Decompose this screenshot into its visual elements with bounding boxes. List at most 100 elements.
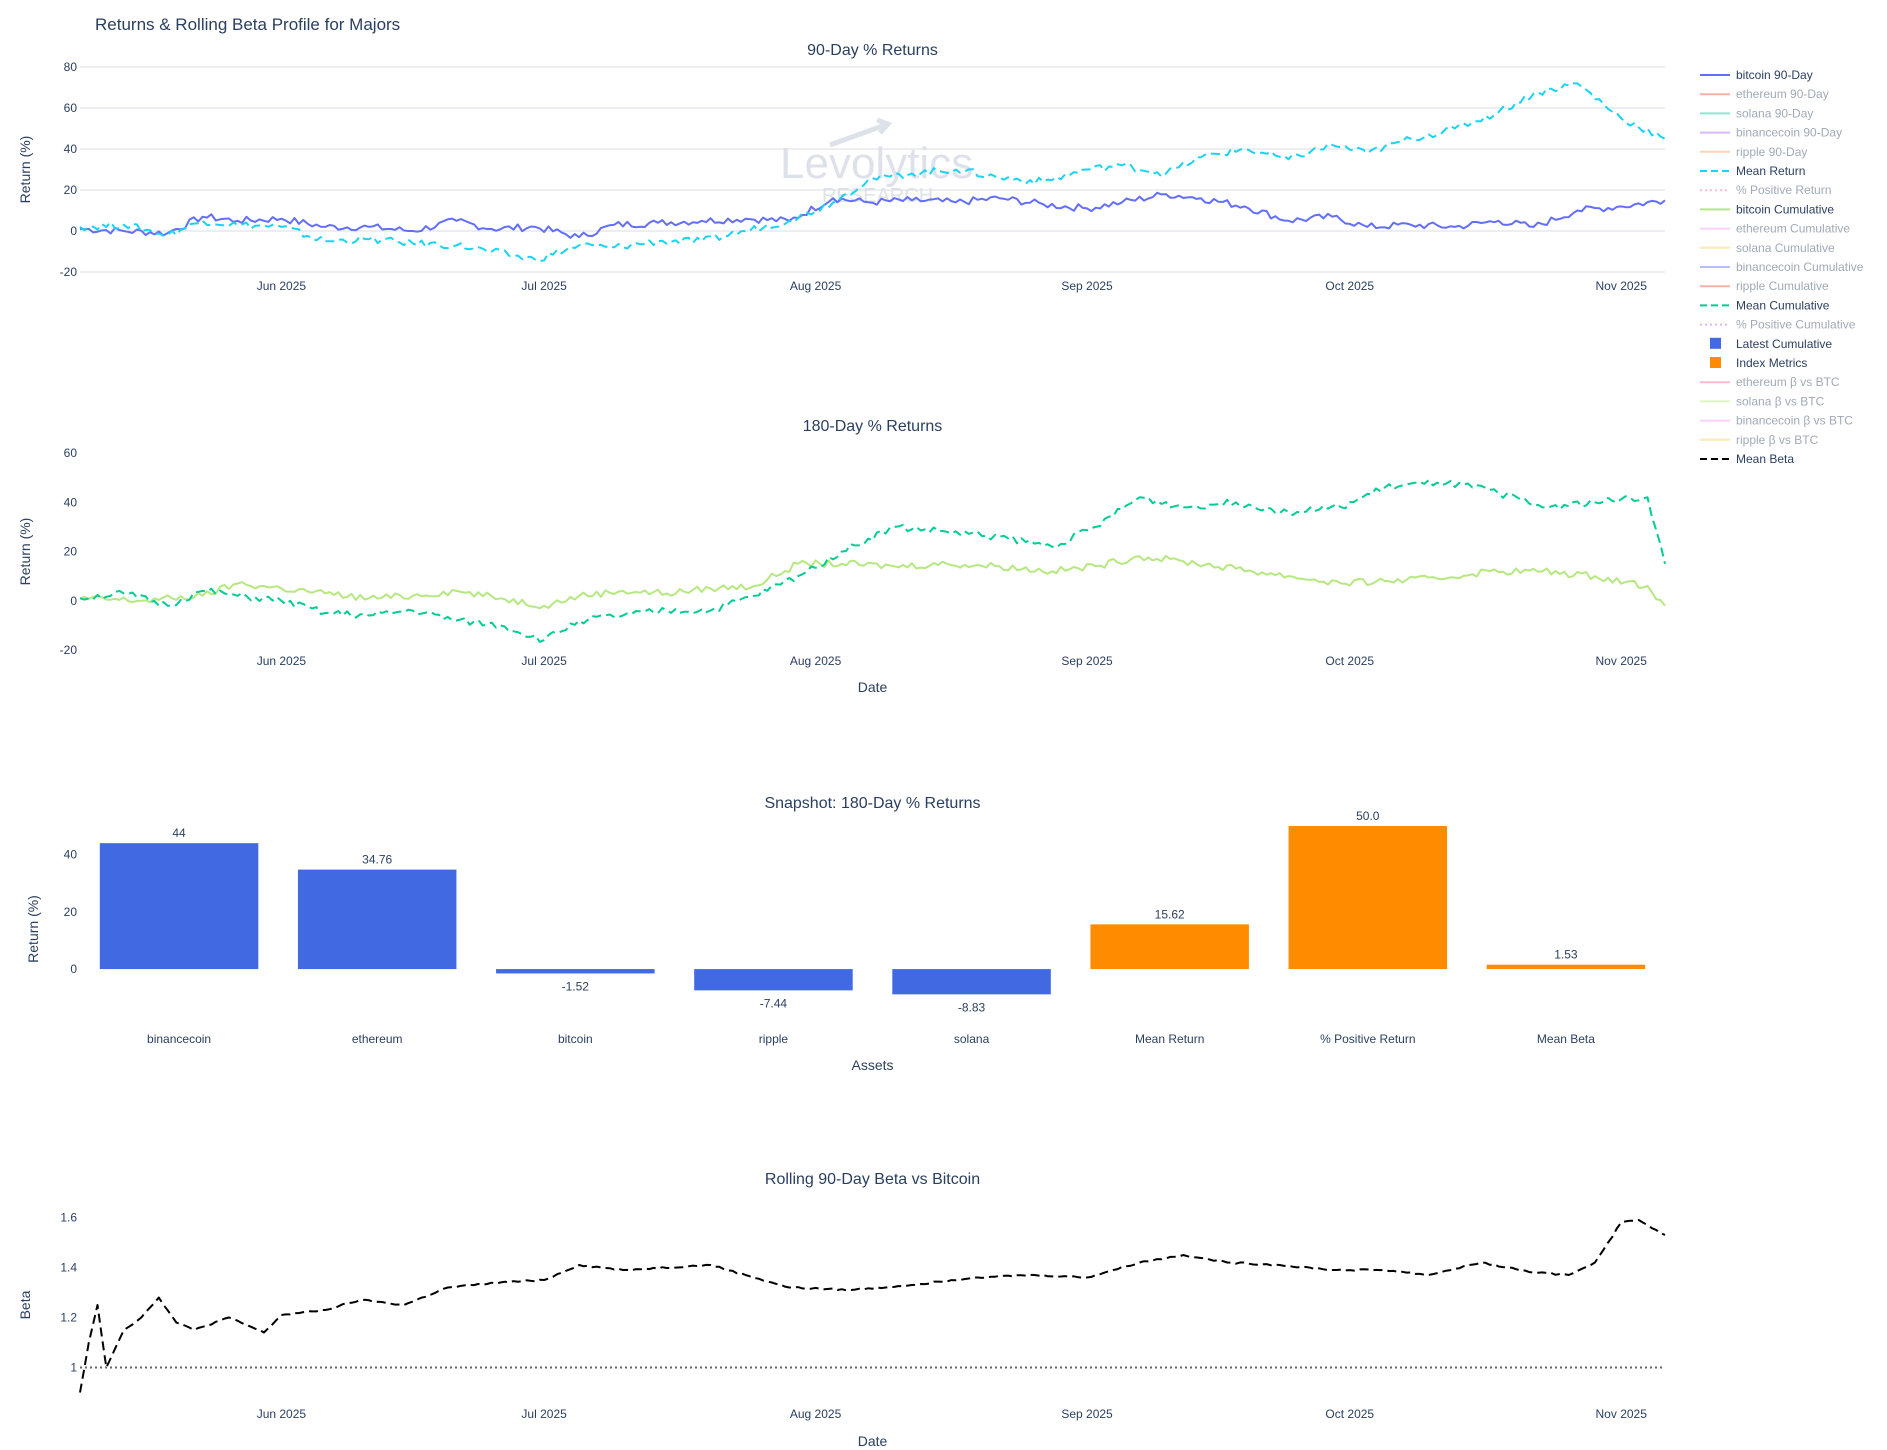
chart-title: Snapshot: 180-Day % Returns (764, 795, 980, 812)
legend[interactable]: bitcoin 90-Day ethereum 90-Day solana 90-D… (1700, 68, 1864, 466)
y-tick-label: 20 (64, 183, 78, 197)
chart-title: 180-Day % Returns (803, 418, 943, 435)
x-tick-label: Jun 2025 (257, 654, 307, 668)
y-tick-label: 60 (64, 101, 78, 115)
legend-label: binancecoin Cumulative (1736, 260, 1864, 274)
legend-label: solana 90-Day (1736, 106, 1813, 120)
legend-item[interactable]: ethereum Cumulative (1700, 222, 1850, 236)
legend-swatch (1710, 357, 1721, 368)
y-tick-label: 20 (64, 905, 78, 919)
chart-snapshot-bars: Snapshot: 180-Day % Returns 0 20 40 Return (… (25, 795, 1646, 1073)
y-tick-label: 20 (64, 545, 78, 559)
legend-item[interactable]: solana β vs BTC (1700, 394, 1825, 408)
legend-swatch (1710, 337, 1721, 349)
bar-value-label: 1.53 (1554, 948, 1578, 962)
legend-label: ethereum Cumulative (1736, 222, 1850, 236)
legend-item[interactable]: % Positive Cumulative (1700, 318, 1856, 332)
x-tick-label: Sep 2025 (1061, 279, 1113, 293)
legend-item[interactable]: ripple 90-Day (1700, 145, 1807, 159)
legend-item[interactable]: % Positive Return (1700, 183, 1831, 197)
y-axis-label: Return (%) (17, 518, 33, 586)
x-tick-label: solana (954, 1032, 990, 1046)
bar-value-label: 44 (172, 826, 186, 840)
legend-label: ethereum 90-Day (1736, 87, 1829, 101)
legend-item[interactable]: Mean Beta (1700, 452, 1794, 466)
x-tick-label: binancecoin (147, 1032, 211, 1046)
y-tick-label: 0 (70, 962, 77, 976)
x-tick-label: bitcoin (558, 1032, 593, 1046)
legend-item[interactable]: binancecoin β vs BTC (1700, 414, 1853, 428)
x-tick-label: Sep 2025 (1061, 1407, 1113, 1421)
x-tick-label: Aug 2025 (790, 654, 842, 668)
y-tick-label: 60 (64, 446, 78, 460)
bar-value-label: -8.83 (958, 1000, 986, 1014)
legend-label: bitcoin 90-Day (1736, 68, 1813, 82)
x-tick-label: ethereum (352, 1032, 403, 1046)
legend-item[interactable]: Mean Cumulative (1700, 298, 1830, 312)
y-axis-label: Return (%) (17, 136, 33, 204)
chart-180day-returns: 180-Day % Returns -20 0 20 40 60 Jun 2025 Jul 2… (17, 418, 1666, 695)
legend-label: Mean Return (1736, 164, 1805, 178)
y-tick-label: 80 (64, 60, 78, 74)
legend-item[interactable]: Index Metrics (1710, 356, 1807, 370)
x-tick-label: Nov 2025 (1596, 654, 1648, 668)
legend-label: bitcoin Cumulative (1736, 202, 1834, 216)
legend-item[interactable]: bitcoin 90-Day (1700, 68, 1813, 82)
series-line-bitcoin-cumulative (79, 554, 1666, 610)
bar-ripple (694, 969, 853, 991)
legend-label: Latest Cumulative (1736, 337, 1832, 351)
legend-label: ethereum β vs BTC (1736, 375, 1840, 389)
legend-label: binancecoin 90-Day (1736, 126, 1842, 140)
bar-value-label: -7.44 (760, 996, 788, 1010)
legend-label: solana β vs BTC (1736, 394, 1825, 408)
x-tick-label: Aug 2025 (790, 279, 842, 293)
bar-value-label: 15.62 (1155, 907, 1185, 921)
x-tick-label: Oct 2025 (1325, 279, 1374, 293)
x-axis-label: Assets (851, 1057, 893, 1073)
y-tick-label: 40 (64, 848, 78, 862)
legend-label: % Positive Cumulative (1736, 318, 1856, 332)
x-tick-label: Sep 2025 (1061, 654, 1113, 668)
y-tick-label: 40 (64, 495, 78, 509)
legend-label: ripple β vs BTC (1736, 433, 1819, 447)
x-tick-label: Jun 2025 (257, 1407, 307, 1421)
y-tick-label: 1 (70, 1361, 77, 1375)
x-axis-label: Date (858, 1433, 888, 1449)
y-tick-label: 1.2 (60, 1311, 77, 1325)
legend-item[interactable]: ripple β vs BTC (1700, 433, 1819, 447)
legend-item[interactable]: ethereum β vs BTC (1700, 375, 1840, 389)
series-line-mean-return (79, 82, 1666, 262)
x-tick-label: Nov 2025 (1596, 279, 1648, 293)
y-tick-label: 1.4 (60, 1261, 77, 1275)
legend-label: ripple 90-Day (1736, 145, 1807, 159)
legend-item[interactable]: solana Cumulative (1700, 241, 1835, 255)
chart-title: 90-Day % Returns (807, 42, 938, 59)
legend-item[interactable]: binancecoin Cumulative (1700, 260, 1864, 274)
x-tick-label: Oct 2025 (1325, 654, 1374, 668)
legend-item[interactable]: ethereum 90-Day (1700, 87, 1829, 101)
bar-value-label: 50.0 (1356, 809, 1380, 823)
x-axis-label: Date (858, 679, 888, 695)
figure-title: Returns & Rolling Beta Profile for Major… (95, 15, 400, 34)
x-tick-label: ripple (759, 1032, 789, 1046)
legend-item[interactable]: Mean Return (1700, 164, 1805, 178)
x-tick-label: Jul 2025 (521, 654, 567, 668)
x-tick-label: Oct 2025 (1325, 1407, 1374, 1421)
watermark-logo: Levolytics RESEARCH (780, 117, 973, 207)
x-tick-label: Jul 2025 (521, 1407, 567, 1421)
legend-item[interactable]: solana 90-Day (1700, 106, 1813, 120)
watermark-arrow-icon (829, 117, 893, 148)
legend-item[interactable]: Latest Cumulative (1710, 337, 1832, 351)
x-tick-label: % Positive Return (1320, 1032, 1415, 1046)
legend-item[interactable]: bitcoin Cumulative (1700, 202, 1834, 216)
bar-binancecoin (99, 843, 259, 970)
chart-90day-returns: 90-Day % Returns -20 0 20 40 60 80 Jun 2025 Jul … (17, 42, 1666, 293)
legend-label: ripple Cumulative (1736, 279, 1829, 293)
legend-item[interactable]: ripple Cumulative (1700, 279, 1829, 293)
bar-value-label: 34.76 (362, 853, 392, 867)
legend-item[interactable]: binancecoin 90-Day (1700, 126, 1842, 140)
legend-label: binancecoin β vs BTC (1736, 414, 1853, 428)
bar-solana (892, 969, 1051, 995)
series-line-mean-beta (79, 1219, 1666, 1393)
